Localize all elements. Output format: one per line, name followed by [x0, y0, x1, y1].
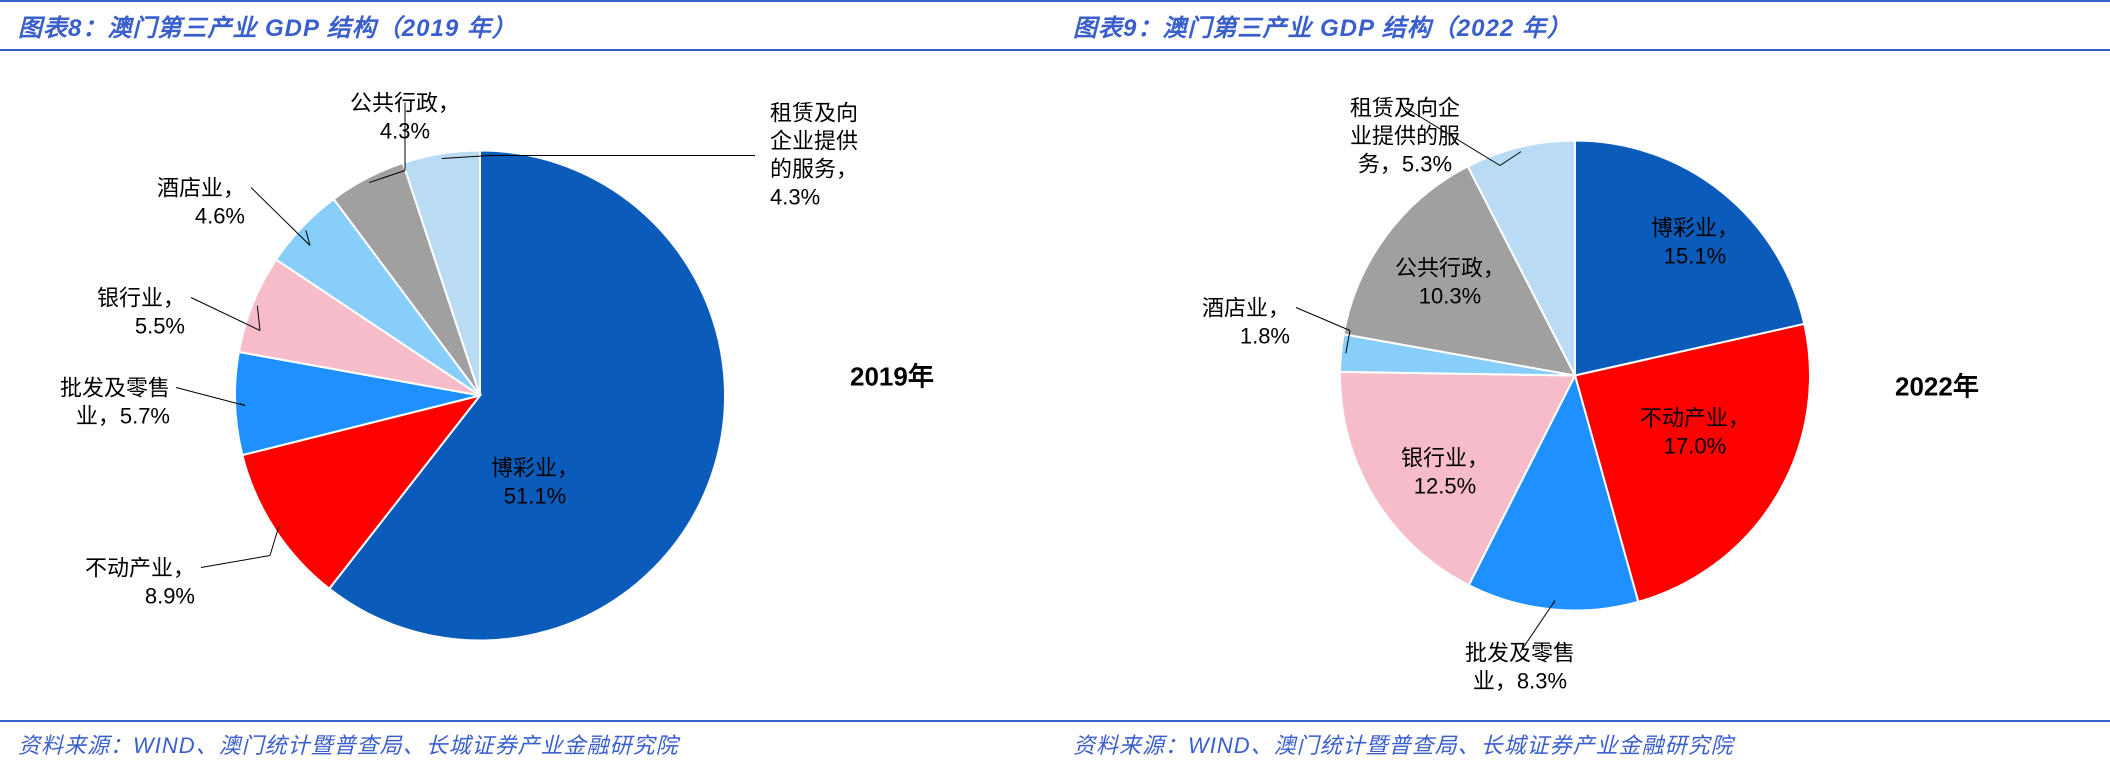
- chart-area-2022: 博彩业，15.1%不动产业，17.0%批发及零售业，8.3%银行业，12.5%酒…: [1055, 51, 2110, 720]
- svg-text:酒店业，1.8%: 酒店业，1.8%: [1202, 296, 1290, 349]
- svg-text:银行业，5.5%: 银行业，5.5%: [97, 286, 185, 339]
- year-label: 2019年: [850, 362, 934, 392]
- leader-line: [1296, 308, 1350, 331]
- leader-line: [270, 526, 279, 555]
- chart-source-2022: 资料来源：WIND、澳门统计暨普查局、长城证券产业金融研究院: [1055, 720, 2110, 770]
- svg-text:批发及零售业，5.7%: 批发及零售业，5.7%: [60, 376, 170, 429]
- svg-text:批发及零售业，8.3%: 批发及零售业，8.3%: [1465, 641, 1575, 694]
- pie-chart-2022: 博彩业，15.1%不动产业，17.0%批发及零售业，8.3%银行业，12.5%酒…: [1055, 51, 2110, 720]
- pie-chart-2019: 博彩业，51.1%不动产业，8.9%批发及零售业，5.7%银行业，5.5%酒店业…: [0, 51, 1055, 720]
- leader-line: [251, 188, 310, 246]
- leader-line: [201, 556, 270, 568]
- chart-title-2019: 图表8：澳门第三产业 GDP 结构（2019 年）: [0, 0, 1055, 51]
- panel-2019: 图表8：澳门第三产业 GDP 结构（2019 年） 博彩业，51.1%不动产业，…: [0, 0, 1055, 770]
- panel-2022: 图表9：澳门第三产业 GDP 结构（2022 年） 博彩业，15.1%不动产业，…: [1055, 0, 2110, 770]
- year-label: 2022年: [1895, 372, 1979, 402]
- svg-text:酒店业，4.6%: 酒店业，4.6%: [157, 176, 245, 229]
- chart-source-2019: 资料来源：WIND、澳门统计暨普查局、长城证券产业金融研究院: [0, 720, 1055, 770]
- svg-text:不动产业，8.9%: 不动产业，8.9%: [85, 556, 195, 609]
- svg-text:租赁及向企业提供的服务，4.3%: 租赁及向企业提供的服务，4.3%: [770, 101, 858, 210]
- chart-title-2022: 图表9：澳门第三产业 GDP 结构（2022 年）: [1055, 0, 2110, 51]
- svg-text:租赁及向企业提供的服务，5.3%: 租赁及向企业提供的服务，5.3%: [1350, 96, 1460, 177]
- chart-area-2019: 博彩业，51.1%不动产业，8.9%批发及零售业，5.7%银行业，5.5%酒店业…: [0, 51, 1055, 720]
